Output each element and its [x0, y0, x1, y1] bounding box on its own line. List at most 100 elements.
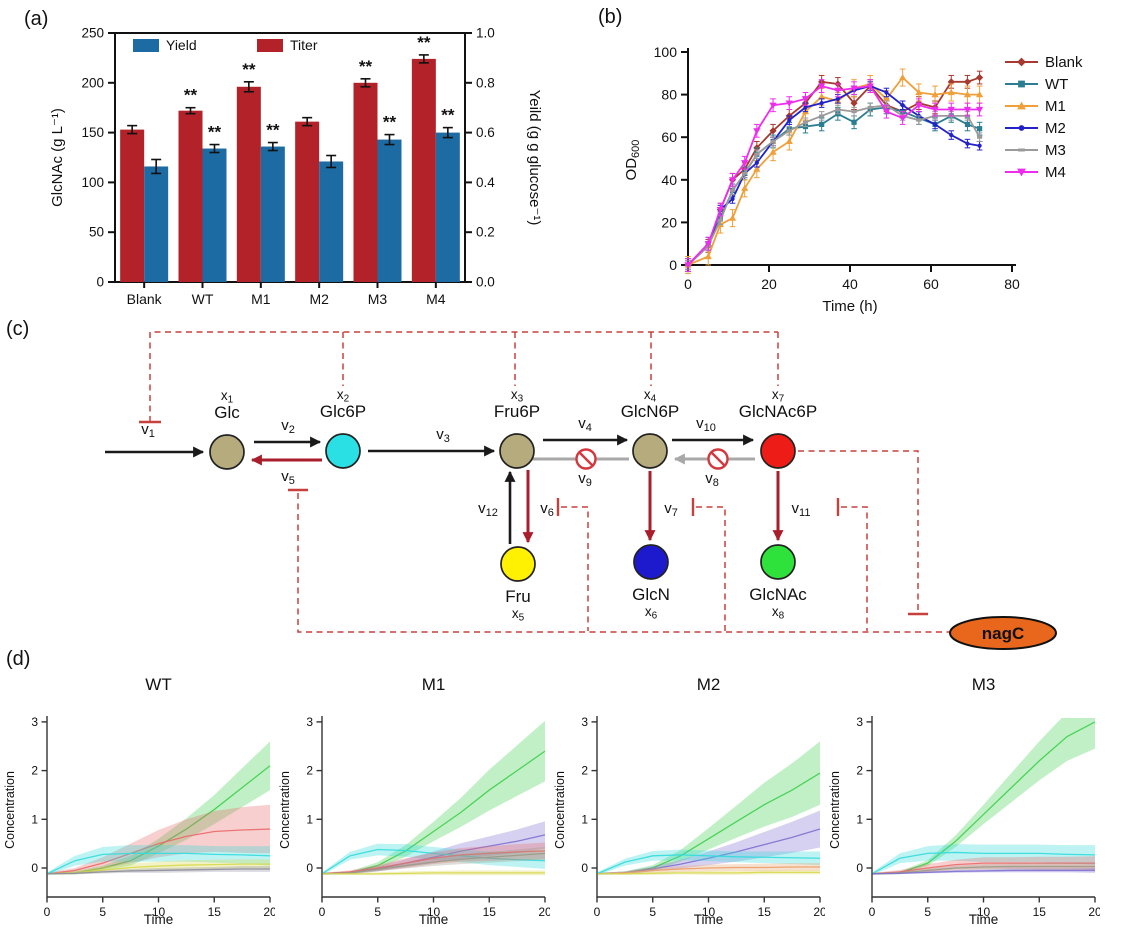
flux-label-v10: v10 — [696, 415, 716, 434]
y-tick-label: 0 — [669, 257, 677, 273]
left-axis-tick-label: 150 — [81, 125, 104, 140]
legend-swatch-Titer — [257, 39, 283, 52]
node-name-GlcN6P: GlcN6P — [621, 402, 680, 421]
band-green — [872, 718, 1095, 875]
series-line-yellow — [47, 863, 270, 875]
x-tick-label: 0 — [869, 905, 876, 919]
y-tick-label: 100 — [654, 44, 678, 60]
node-id-x6: x6 — [645, 604, 658, 622]
marker — [850, 85, 858, 92]
flux-label-v5: v5 — [281, 468, 295, 487]
sig-titer-M3: ** — [359, 57, 373, 76]
marker — [819, 121, 825, 128]
marker — [753, 165, 761, 172]
flux-label-v6: v6 — [540, 500, 554, 519]
marker — [947, 106, 955, 114]
marker — [818, 83, 826, 90]
marker — [851, 119, 857, 125]
series-line-red — [47, 828, 271, 875]
y-tick-label: 1 — [31, 812, 38, 826]
marker — [931, 91, 939, 98]
panel-d-label: (d) — [6, 648, 31, 670]
flux-label-v12: v12 — [478, 500, 498, 519]
x-tick-label: 20 — [1088, 905, 1100, 919]
bar-yield-M3 — [377, 139, 402, 282]
y-tick-label: 20 — [661, 214, 677, 230]
subplot-title: M3 — [972, 675, 996, 694]
flux-label-v8: v8 — [705, 470, 719, 489]
metabolite-circle-GlcNAc — [760, 544, 796, 580]
marker — [882, 95, 891, 102]
x-tick-label: 10 — [977, 905, 991, 919]
flux-label-v4: v4 — [578, 415, 592, 434]
x-tick-label: 15 — [758, 905, 772, 919]
prohibition-icon — [707, 448, 729, 470]
category-label: Blank — [127, 291, 163, 307]
legend-item-Blank: Blank — [1005, 54, 1083, 71]
y-tick-label: 80 — [661, 87, 677, 103]
y-tick-label: 2 — [856, 764, 863, 778]
regulator-label: nagC — [982, 624, 1025, 643]
panel-a-bar-chart: 0 50 100 150 200 250 0.0 0.2 0.4 0.6 0.8 1.0 GlcNAc … — [49, 26, 543, 308]
y-axis-title: OD600 — [623, 140, 642, 181]
bar-titer-M1 — [236, 86, 261, 282]
marker — [949, 132, 954, 138]
series-line-yellow — [597, 871, 820, 875]
right-axis-tick-label: 0.2 — [476, 225, 495, 240]
marker — [753, 128, 761, 135]
marker — [963, 91, 972, 98]
marker — [850, 99, 858, 107]
y-tick-label: 60 — [661, 129, 677, 145]
series-line-M1 — [687, 76, 980, 266]
legend-label-WT: WT — [1045, 76, 1068, 93]
subplot-title: WT — [145, 675, 171, 694]
marker — [741, 160, 749, 167]
plot-area — [597, 741, 821, 876]
marker — [835, 96, 840, 101]
y-tick-label: 0 — [31, 861, 38, 875]
x-axis-title: Time — [694, 912, 724, 927]
legend-item-M3: M3 — [1005, 142, 1066, 159]
marker — [977, 143, 982, 148]
marker — [741, 184, 749, 191]
marker — [976, 106, 984, 114]
x-tick-label: 15 — [208, 905, 222, 919]
right-axis-tick-label: 0.8 — [476, 75, 495, 90]
plot-area — [872, 718, 1096, 876]
x-tick-label: 10 — [702, 905, 716, 919]
marker — [1017, 101, 1026, 110]
category-label: M4 — [426, 291, 446, 307]
legend-swatch-Yield — [133, 39, 159, 52]
x-tick-label: 20 — [761, 276, 777, 292]
y-tick-label: 1 — [306, 812, 313, 826]
node-id-x7: x7 — [772, 387, 785, 405]
flux-label-v2: v2 — [281, 417, 295, 436]
x-tick-label: 15 — [1033, 905, 1047, 919]
x-tick-label: 20 — [813, 905, 825, 919]
marker — [754, 160, 759, 165]
marker — [728, 177, 737, 184]
legend-label-M3: M3 — [1045, 142, 1066, 159]
marker — [818, 93, 826, 100]
sig-yield-M1: ** — [266, 121, 280, 140]
node-name-GlcN: GlcN — [632, 585, 670, 604]
series-line-gray — [872, 865, 1095, 875]
bar-yield-M2 — [319, 161, 344, 282]
left-axis-tick-label: 250 — [81, 26, 104, 41]
x-tick-label: 5 — [649, 905, 656, 919]
band-purple — [597, 810, 820, 875]
marker — [931, 106, 939, 114]
legend-label-Titer: Titer — [290, 37, 318, 53]
x-tick-label: 0 — [594, 905, 601, 919]
regulation-dashed-link-9 — [798, 450, 919, 611]
subplot-M3: M3 Concentration Time 0 1 2 3 0 5 10 15 20 — [828, 675, 1100, 927]
left-axis-tick-label: 0 — [96, 275, 104, 290]
node-id-x3: x3 — [511, 387, 524, 405]
band-red — [47, 804, 270, 875]
series-line-red — [322, 850, 546, 875]
marker — [965, 141, 970, 146]
